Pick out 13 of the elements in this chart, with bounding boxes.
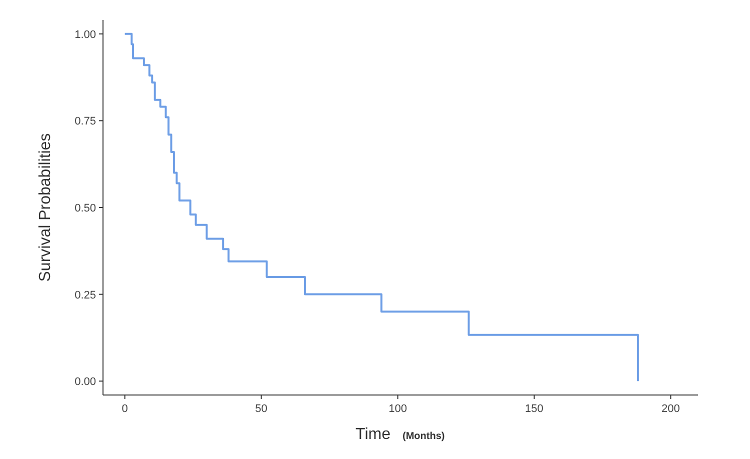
x-tick-label: 50 bbox=[255, 403, 268, 415]
y-tick-label: 0.00 bbox=[74, 376, 96, 388]
y-tick-label: 0.75 bbox=[74, 116, 96, 128]
x-tick-label: 150 bbox=[525, 403, 544, 415]
y-axis-title: Survival Probabilities bbox=[37, 133, 54, 282]
x-tick-label: 0 bbox=[122, 403, 128, 415]
y-tick-label: 0.25 bbox=[74, 289, 96, 302]
x-axis-title: Time bbox=[356, 426, 391, 443]
x-tick-label: 100 bbox=[388, 403, 407, 415]
y-tick-label: 0.50 bbox=[74, 202, 96, 214]
y-tick-label: 1.00 bbox=[74, 28, 96, 41]
text: (Months) bbox=[402, 431, 445, 442]
x-tick-label: 200 bbox=[662, 403, 680, 415]
